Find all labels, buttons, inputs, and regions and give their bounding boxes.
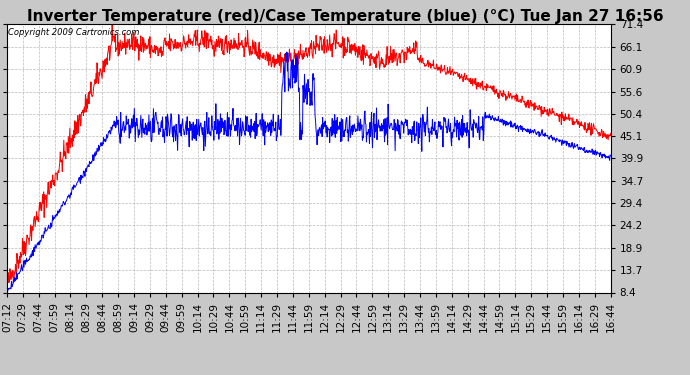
Text: Copyright 2009 Cartronics.com: Copyright 2009 Cartronics.com	[8, 28, 139, 38]
Text: Inverter Temperature (red)/Case Temperature (blue) (°C) Tue Jan 27 16:56: Inverter Temperature (red)/Case Temperat…	[27, 9, 663, 24]
